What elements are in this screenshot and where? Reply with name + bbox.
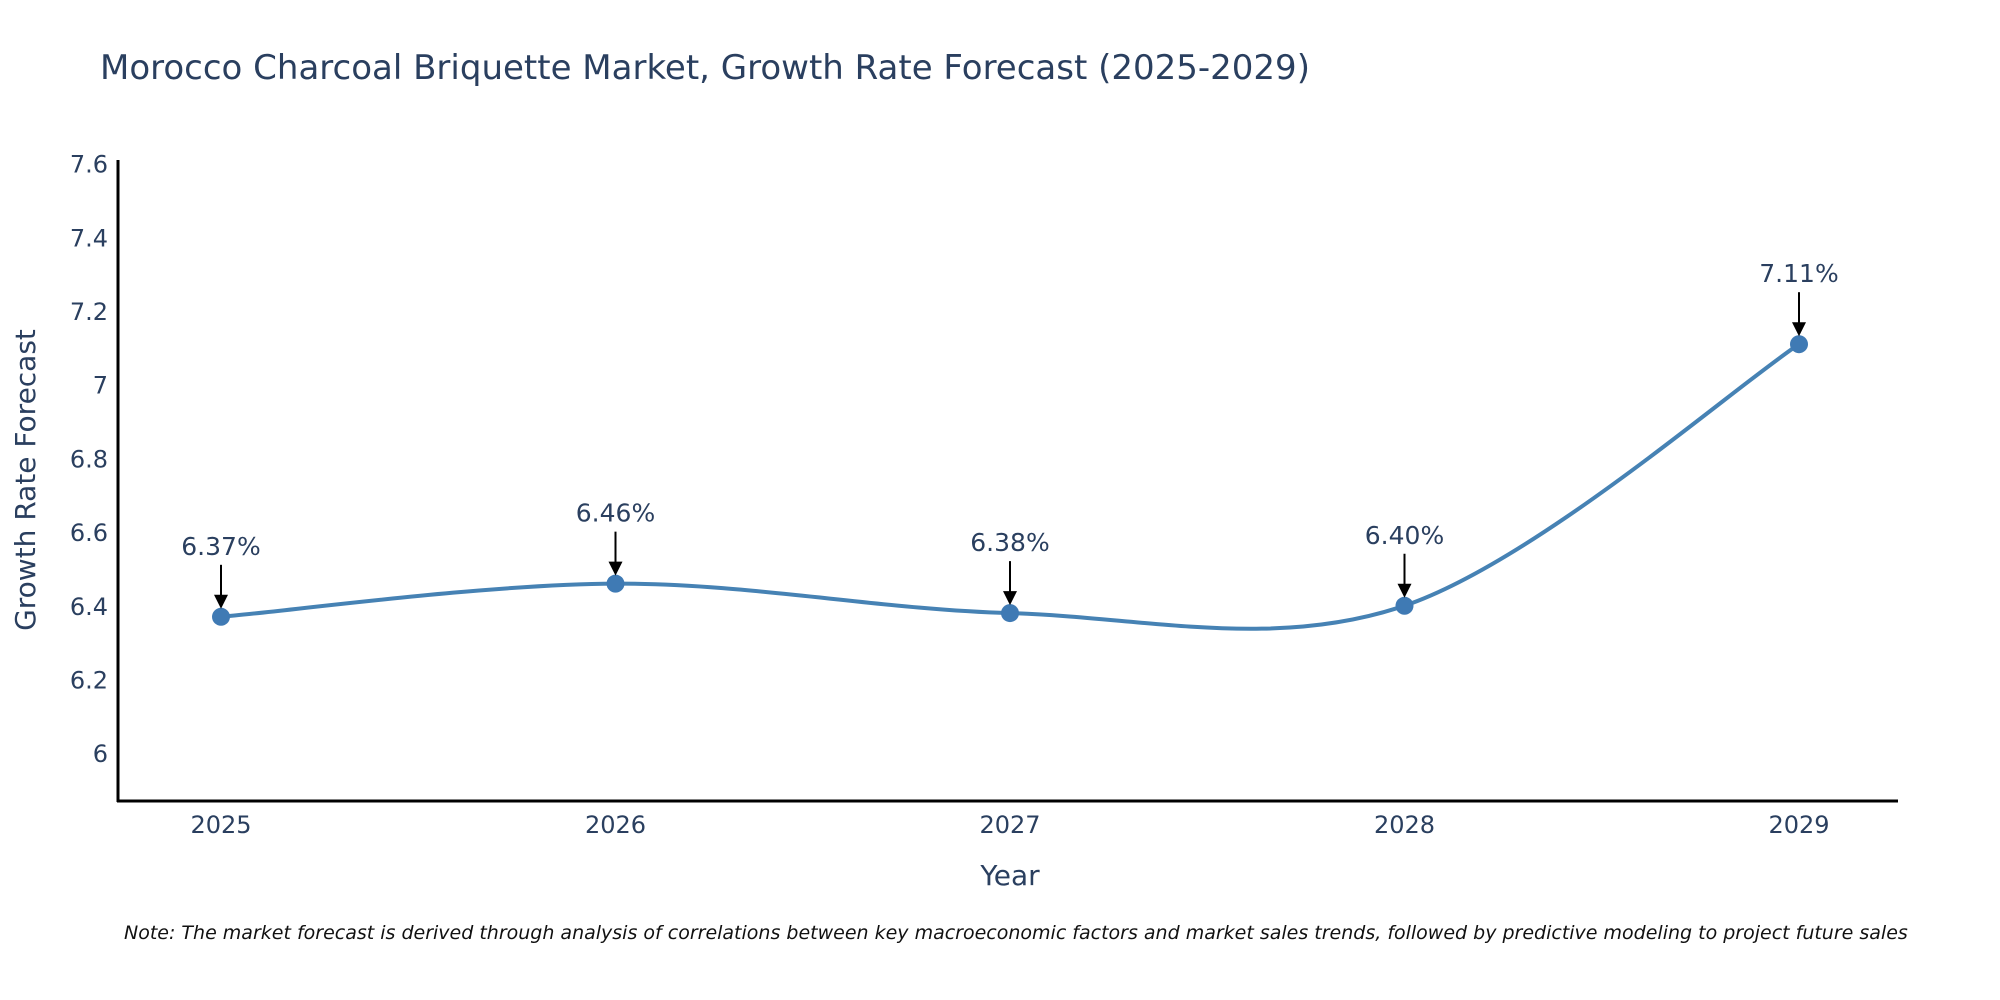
- data-label: 6.38%: [970, 528, 1049, 557]
- y-tick-label: 7.2: [70, 298, 108, 326]
- y-axis: 6 6.2 6.4 6.6 6.8 7 7.2 7.4 7.6: [70, 151, 120, 802]
- annotation-arrowhead: [214, 594, 228, 609]
- footnote: Note: The market forecast is derived thr…: [124, 922, 1908, 944]
- data-labels: 6.37% 6.46% 6.38% 6.40% 7.11%: [181, 259, 1839, 609]
- annotation-arrowhead: [608, 561, 623, 576]
- x-axis: 2025 2026 2027 2028 2029: [117, 799, 1898, 839]
- y-tick-label: 6: [93, 740, 108, 768]
- data-point[interactable]: [1395, 596, 1414, 615]
- data-label: 6.46%: [576, 499, 655, 528]
- y-tick-label: 6.8: [70, 445, 108, 473]
- x-tick-label: 2027: [979, 811, 1040, 839]
- y-tick-label: 7.6: [70, 151, 108, 179]
- y-tick-label: 6.6: [70, 519, 108, 547]
- data-point[interactable]: [1001, 604, 1019, 623]
- y-tick-label: 7.4: [70, 224, 108, 252]
- x-tick-label: 2026: [585, 811, 646, 839]
- y-tick-label: 6.2: [70, 666, 108, 694]
- data-point[interactable]: [606, 574, 625, 593]
- annotation-arrowhead: [1792, 322, 1806, 337]
- data-label: 6.40%: [1365, 521, 1444, 550]
- x-tick-label: 2025: [190, 811, 251, 839]
- series-line: [220, 342, 1801, 631]
- annotation-arrowhead: [1003, 591, 1017, 606]
- x-axis-title: Year: [979, 859, 1040, 892]
- data-label: 6.37%: [181, 532, 260, 561]
- series-growth-rate: [212, 335, 1808, 631]
- chart-title: Morocco Charcoal Briquette Market, Growt…: [100, 48, 1310, 88]
- y-tick-label: 7: [93, 372, 108, 400]
- y-axis-title: Growth Rate Forecast: [9, 329, 42, 631]
- y-tick-label: 6.4: [70, 593, 108, 621]
- x-tick-label: 2029: [1768, 811, 1829, 839]
- data-point[interactable]: [212, 607, 230, 626]
- annotation-arrowhead: [1397, 583, 1412, 598]
- x-tick-label: 2028: [1374, 811, 1435, 839]
- data-label: 7.11%: [1759, 259, 1838, 288]
- data-point[interactable]: [1790, 335, 1808, 354]
